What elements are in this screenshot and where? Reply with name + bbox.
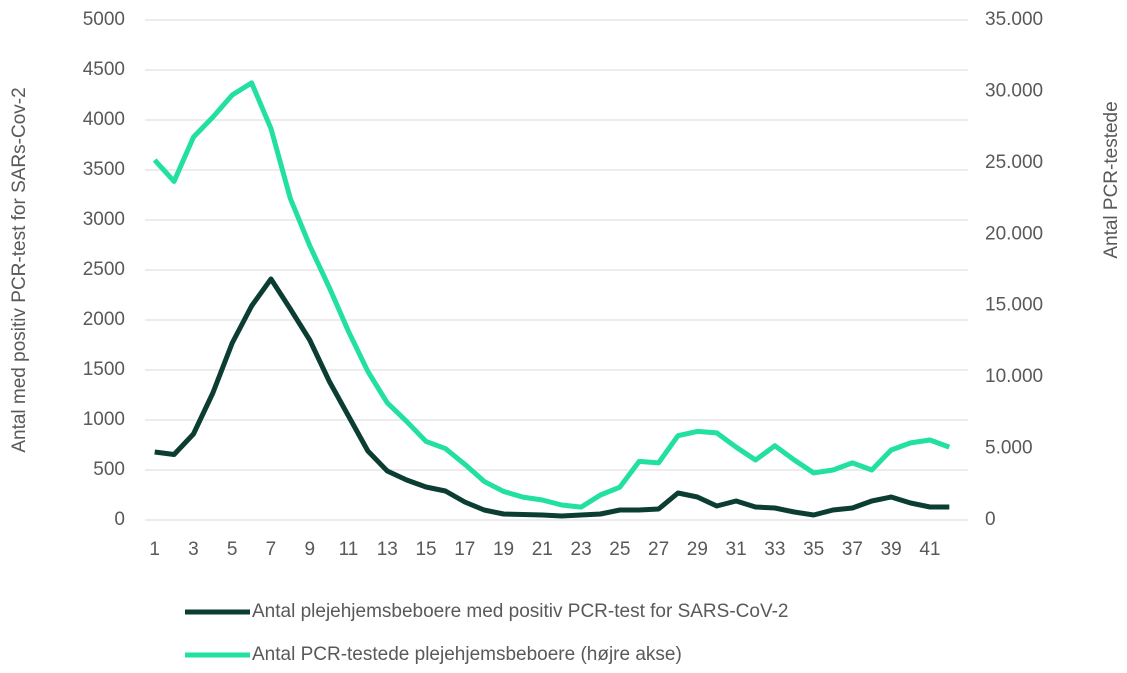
y-tick-label: 4500 — [83, 59, 125, 80]
y2-tick-label: 35.000 — [985, 9, 1043, 30]
x-tick-label: 17 — [454, 539, 475, 560]
x-tick-label: 27 — [648, 539, 669, 560]
x-tick-label: 31 — [726, 539, 747, 560]
y-tick-label: 4000 — [83, 109, 125, 130]
y-tick-label: 2000 — [83, 309, 125, 330]
x-tick-label: 5 — [227, 539, 238, 560]
x-tick-label: 11 — [339, 539, 359, 560]
series-line — [154, 276, 950, 519]
y-tick-label: 0 — [114, 509, 125, 530]
x-tick-label: 25 — [609, 539, 630, 560]
y-tick-label: 2500 — [83, 259, 125, 280]
y-tick-label: 3500 — [83, 159, 125, 180]
x-tick-label: 35 — [803, 539, 824, 560]
x-tick-label: 15 — [415, 539, 436, 560]
y2-axis-label: Antal PCR-testede — [1101, 101, 1122, 258]
y-tick-label: 1000 — [83, 409, 125, 430]
x-tick-label: 9 — [304, 539, 315, 560]
y2-tick-label: 0 — [985, 509, 996, 530]
x-tick-label: 7 — [266, 539, 277, 560]
x-tick-label: 39 — [881, 539, 902, 560]
y-tick-label: 500 — [93, 459, 125, 480]
x-tick-label: 33 — [764, 539, 785, 560]
y-axis-label: Antal med positiv PCR-test for SARs-Cov-… — [9, 87, 30, 452]
x-tick-label: 13 — [377, 539, 398, 560]
series-line — [152, 80, 951, 510]
legend-label: Antal PCR-testede plejehjemsbeboere (høj… — [252, 644, 682, 665]
legend-label: Antal plejehjemsbeboere med positiv PCR-… — [252, 601, 788, 622]
x-tick-label: 37 — [842, 539, 863, 560]
y2-tick-label: 20.000 — [985, 223, 1043, 244]
y-tick-label: 1500 — [83, 359, 125, 380]
y2-tick-label: 25.000 — [985, 152, 1043, 173]
x-tick-label: 23 — [571, 539, 592, 560]
y-tick-label: 5000 — [83, 9, 125, 30]
x-tick-label: 41 — [919, 539, 940, 560]
y2-tick-label: 5.000 — [985, 438, 1033, 459]
x-tick-label: 19 — [493, 539, 514, 560]
x-tick-label: 29 — [687, 539, 708, 560]
y2-tick-label: 15.000 — [985, 295, 1043, 316]
x-tick-label: 21 — [532, 539, 553, 560]
y2-tick-label: 30.000 — [985, 80, 1043, 101]
x-tick-label: 3 — [188, 539, 199, 560]
y2-tick-label: 10.000 — [985, 366, 1043, 387]
x-tick-label: 1 — [149, 539, 160, 560]
y-tick-label: 3000 — [83, 209, 125, 230]
